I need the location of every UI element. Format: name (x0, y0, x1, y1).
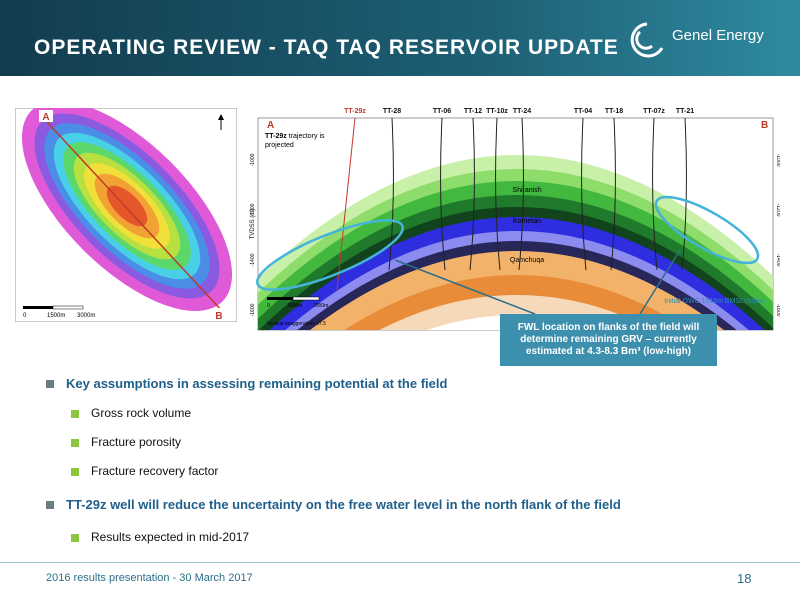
formation: Shiranish (512, 187, 541, 194)
well-trajectory (336, 117, 356, 291)
bullet-text: Results expected in mid-2017 (91, 530, 250, 544)
depth-tick: -1000 (250, 153, 256, 166)
well-trajectory (610, 117, 616, 271)
note-text: trajectory is projected (265, 133, 325, 149)
well-trajectory (388, 117, 394, 271)
well-label: TT-21 (676, 108, 694, 115)
exaggeration: Vertical exaggeration: x7.5 (267, 321, 326, 327)
highlight (654, 195, 760, 265)
well-label: TT-28 (383, 108, 401, 115)
bullet-marker (46, 501, 54, 509)
well-trajectory (495, 117, 501, 271)
page-number: 18 (737, 571, 752, 586)
cross-section: TT-29z TT-28 TT-06 TT-12 TT-10z TT-24 TT-04 TT-… (250, 108, 780, 331)
bullet-text: Key assumptions in assessing remaining p… (66, 376, 448, 391)
well-trajectory (518, 117, 524, 271)
well-trajectory (652, 117, 658, 271)
callout: FWL location on flanks of the field will… (500, 314, 717, 366)
well-label: TT-06 (433, 108, 451, 115)
slide-title: OPERATING REVIEW - TAQ TAQ RESERVOIR UPD… (34, 36, 619, 59)
well-label: TT-24 (513, 108, 531, 115)
section-start: A (267, 120, 274, 131)
well-label: TT-29z (344, 108, 366, 115)
well-label: TT-07z (643, 108, 665, 115)
bullet-text: Fracture porosity (91, 435, 182, 449)
well-trajectory (581, 117, 587, 271)
bullet-marker (46, 380, 54, 388)
well-trajectory (681, 117, 687, 271)
section-scale: 2000m (313, 303, 328, 309)
bullet-marker (71, 439, 79, 447)
depth-tick: -1200 (250, 203, 256, 216)
axis-label: TVDSS (m) (250, 209, 256, 240)
depth-tick: -1600 (250, 303, 256, 316)
well-label: TT-04 (574, 108, 592, 115)
logo: Genel Energy (672, 27, 764, 44)
well-label: TT-18 (605, 108, 623, 115)
owc-label: Initial OWC 1515m BMSL(tvdss) (664, 298, 765, 305)
footer-text: 2016 results presentation - 30 March 201… (46, 572, 253, 584)
header (0, 0, 800, 76)
formation: Kometan (513, 218, 541, 225)
map-scale: 3000m (77, 313, 95, 319)
bullet-text: Gross rock volume (91, 406, 192, 420)
bullet-text: Fracture recovery factor (91, 464, 219, 478)
map-scale: 0 (23, 313, 27, 319)
depth-tick: -1000 (775, 154, 780, 167)
bullet-marker (71, 534, 79, 542)
footer-rule (0, 562, 800, 563)
depth-tick: -1400 (250, 253, 256, 266)
note-well: TT-29z (265, 133, 287, 140)
well-label: TT-12 (464, 108, 482, 115)
section-scale: 1000m (287, 303, 302, 309)
bullet-marker (71, 468, 79, 476)
section-end: B (761, 120, 768, 131)
depth-tick: -1400 (775, 254, 780, 267)
well-trajectory (469, 117, 475, 271)
formation: Qamchuqa (510, 257, 544, 264)
depth-tick: -1200 (775, 204, 780, 217)
rock-layer (258, 295, 773, 330)
map-start: A (42, 112, 49, 123)
logo-mark (630, 22, 664, 58)
bullet-text: TT-29z well will reduce the uncertainty … (66, 497, 621, 512)
map-scale: 1500m (47, 313, 65, 319)
section-scale: 0 (267, 303, 270, 309)
highlight (256, 219, 404, 291)
bullet-marker (71, 410, 79, 418)
depth-tick: -1600 (775, 304, 780, 317)
map: A B 0 1500m 3000m (15, 108, 237, 322)
note: TT-29z trajectory is projected (265, 132, 335, 150)
well-label: TT-10z (486, 108, 508, 115)
map-end: B (215, 311, 222, 322)
well-trajectory (440, 117, 446, 271)
